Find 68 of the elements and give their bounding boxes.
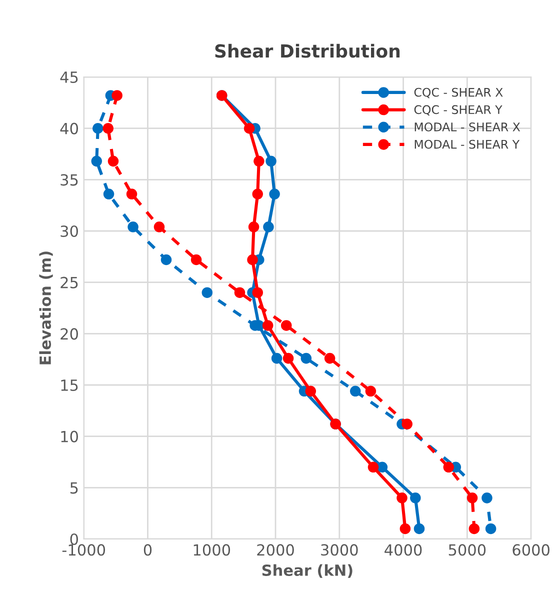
y-tick-label: 5 xyxy=(70,482,78,494)
point xyxy=(252,188,263,200)
point xyxy=(108,156,119,167)
legend-label: CQC - SHEAR X xyxy=(414,88,503,98)
point xyxy=(234,287,246,298)
point xyxy=(350,386,361,397)
point xyxy=(305,386,316,397)
y-tick-label: 25 xyxy=(60,276,78,288)
point xyxy=(324,352,336,364)
point xyxy=(244,122,255,134)
x-tick-label: 1000 xyxy=(194,544,230,556)
y-tick-label: 45 xyxy=(60,72,78,84)
point xyxy=(485,523,496,534)
point xyxy=(402,418,412,430)
y-tick-label: 10 xyxy=(61,430,78,442)
point xyxy=(91,156,102,167)
legend-label: MODAL - SHEAR Y xyxy=(414,140,520,149)
point xyxy=(300,352,312,364)
point xyxy=(190,254,202,266)
point xyxy=(376,462,388,473)
y-tick-label: 20 xyxy=(60,328,78,340)
point xyxy=(252,287,263,298)
legend-label: CQC - SHEAR Y xyxy=(414,105,502,116)
point xyxy=(92,122,104,134)
chart-title: Shear Distribution xyxy=(215,44,400,58)
point xyxy=(396,492,408,504)
y-axis-title: Elevation (m) xyxy=(39,252,53,364)
point xyxy=(466,492,478,504)
x-tick-label: 0 xyxy=(144,544,152,556)
point xyxy=(269,188,280,200)
point xyxy=(254,156,264,167)
x-tick-label: 6000 xyxy=(512,544,550,556)
legend-label: MODAL - SHEAR X xyxy=(414,122,520,132)
point xyxy=(266,156,276,167)
y-tick-label: 30 xyxy=(60,225,78,238)
point xyxy=(400,523,411,534)
point xyxy=(248,222,260,232)
point xyxy=(410,492,421,504)
point xyxy=(468,523,480,534)
point xyxy=(414,523,425,534)
point xyxy=(280,320,292,331)
point xyxy=(160,254,172,266)
point xyxy=(262,320,274,331)
point xyxy=(368,462,379,473)
y-tick-label: 0 xyxy=(70,533,78,546)
x-tick-label: 4000 xyxy=(384,544,422,556)
point xyxy=(482,492,492,504)
x-tick-label: 3000 xyxy=(321,544,358,556)
point xyxy=(112,90,122,101)
point xyxy=(365,386,376,397)
point xyxy=(128,222,138,232)
point xyxy=(443,462,454,473)
x-axis-title: Shear (kN) xyxy=(262,564,352,578)
point xyxy=(271,352,282,364)
y-tick-label: 40 xyxy=(60,122,78,134)
y-tick-label: 15 xyxy=(61,380,78,392)
point xyxy=(247,254,258,266)
point xyxy=(263,222,274,232)
point xyxy=(282,352,294,364)
point xyxy=(102,122,114,134)
x-tick-label: 2000 xyxy=(257,544,294,556)
point xyxy=(202,287,213,298)
x-tick-label: -1000 xyxy=(62,544,106,556)
point xyxy=(154,222,165,232)
point xyxy=(126,188,138,200)
point xyxy=(103,188,114,200)
y-tick-label: 35 xyxy=(60,174,78,186)
x-tick-label: 5000 xyxy=(448,544,486,556)
